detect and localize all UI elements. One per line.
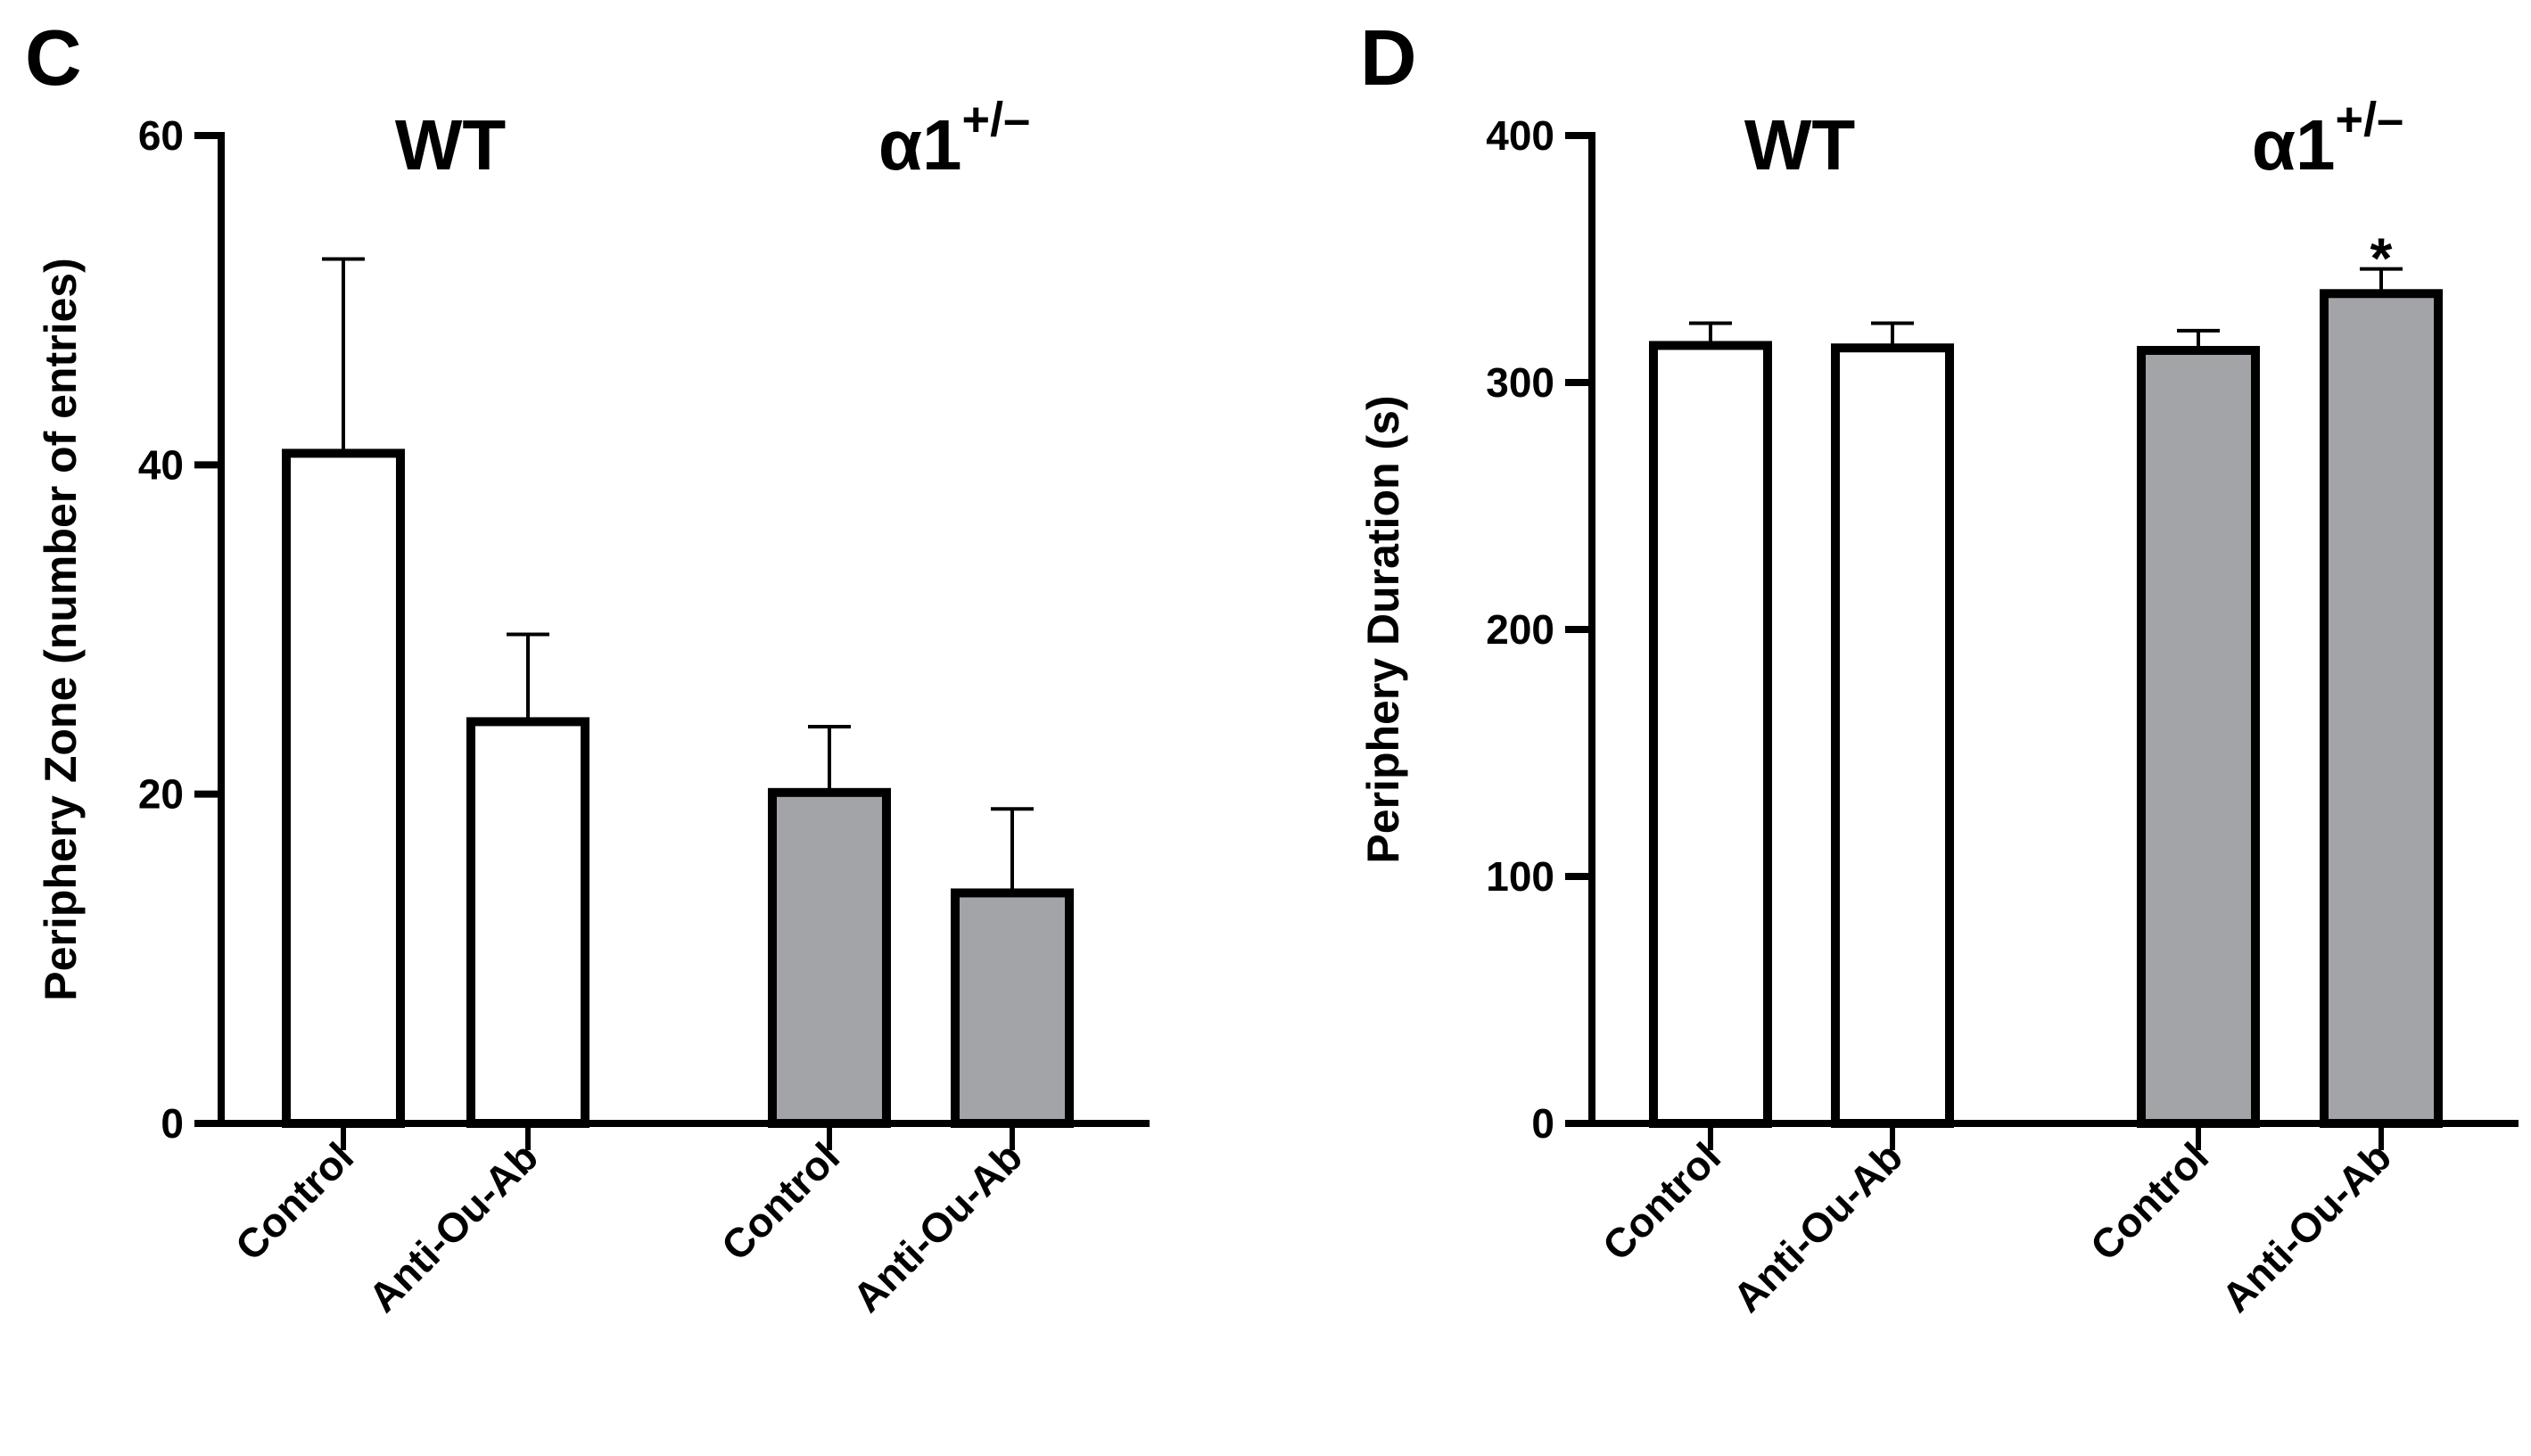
- y-tick-label: 0: [161, 1100, 184, 1147]
- x-category-label: Anti-Ou-Ab: [1724, 1133, 1911, 1320]
- group-label: WT: [395, 105, 507, 185]
- y-tick-label: 300: [1486, 359, 1554, 406]
- x-category-label: Anti-Ou-Ab: [2213, 1133, 2400, 1320]
- y-tick-label: 400: [1486, 112, 1554, 159]
- y-tick-label: 0: [1531, 1100, 1554, 1147]
- bar: [1831, 343, 1954, 1129]
- group-label: α1+/–: [2252, 93, 2403, 185]
- y-tick-label: 200: [1486, 606, 1554, 653]
- panel-letter: D: [1360, 13, 1417, 102]
- y-tick-label: 60: [138, 112, 184, 159]
- x-category-label: Control: [227, 1133, 362, 1269]
- x-category-label: Control: [1594, 1133, 1729, 1269]
- bar: [466, 717, 589, 1128]
- panel-c: C Periphery Zone (number of entries) 0 20 40…: [25, 13, 1150, 1321]
- bar: [282, 448, 405, 1128]
- panel-d: D Periphery Duration (s) 0 100 200 300 400 Cont…: [1358, 13, 2519, 1321]
- bar: [2137, 345, 2260, 1128]
- bar: [768, 787, 891, 1128]
- x-category-label: Anti-Ou-Ab: [844, 1133, 1031, 1320]
- x-category-label: Control: [2082, 1133, 2217, 1269]
- group-label-superscript: +/–: [2336, 93, 2404, 146]
- group-label: WT: [1744, 105, 1856, 185]
- significance-star: *: [2370, 226, 2393, 291]
- y-tick-label: 100: [1486, 853, 1554, 900]
- panel-letter: C: [25, 13, 82, 102]
- group-label-superscript: +/–: [962, 93, 1031, 146]
- y-axis-title: Periphery Duration (s): [1358, 395, 1408, 863]
- x-category-label: Anti-Ou-Ab: [359, 1133, 547, 1320]
- bar: [2320, 289, 2443, 1128]
- y-tick-label: 40: [138, 441, 184, 488]
- bar: [1649, 341, 1772, 1128]
- x-category-label: Control: [713, 1133, 848, 1269]
- y-tick-label: 20: [138, 771, 184, 818]
- group-label: α1+/–: [878, 93, 1030, 185]
- y-axis-title: Periphery Zone (number of entries): [36, 258, 86, 1000]
- bar: [951, 888, 1074, 1128]
